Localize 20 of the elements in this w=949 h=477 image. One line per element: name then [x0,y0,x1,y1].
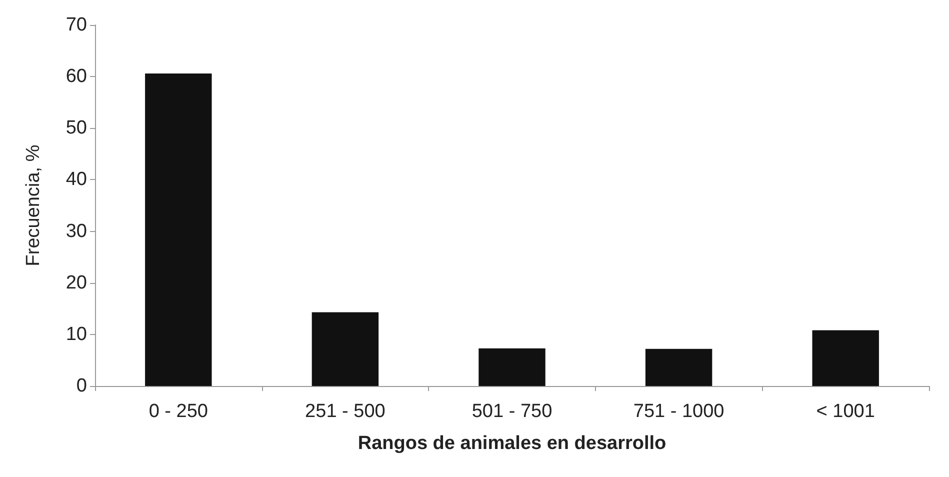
y-tick-label: 50 [66,118,87,139]
y-tick-label: 60 [66,66,87,88]
x-tick-label: 751 - 1000 [633,401,724,422]
y-axis-title: Frecuencia, % [23,144,44,266]
y-tick-label: 10 [66,324,87,345]
x-axis-title: Rangos de animales en desarrollo [358,433,666,454]
bar [812,330,879,386]
bar [145,73,212,386]
y-tick-label: 20 [66,272,87,294]
x-tick-label: 251 - 500 [305,401,386,422]
x-tick-label: < 1001 [816,401,875,422]
y-tick-label: 30 [66,220,87,242]
bar [645,348,712,386]
y-tick-label: 0 [76,376,87,396]
x-tick-label: 0 - 250 [148,401,208,422]
x-tick-label: 501 - 750 [472,401,552,422]
bar [312,312,379,386]
y-tick-label: 70 [66,14,87,36]
bar [478,348,546,386]
y-tick-label: 40 [66,169,87,190]
